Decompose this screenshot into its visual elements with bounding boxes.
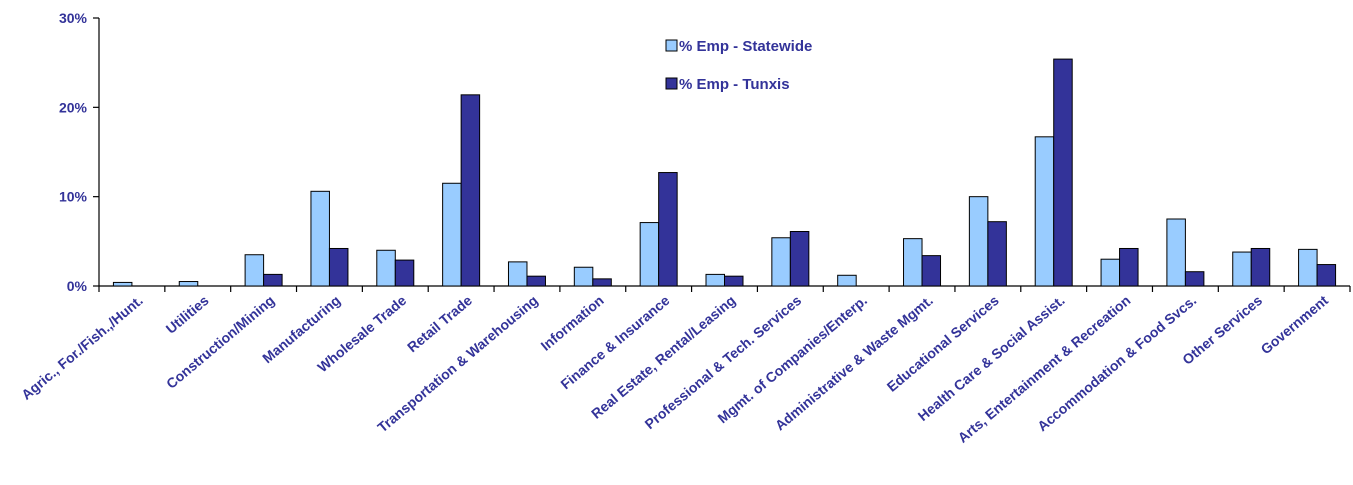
bar-statewide	[1166, 218, 1186, 287]
bar-statewide	[442, 182, 462, 287]
bar-tunxis	[987, 221, 1007, 287]
category-labels: Agric., For./Fish.,/Hunt. UtilitiesConstr…	[18, 292, 1331, 446]
bar-statewide	[310, 190, 330, 287]
legend-swatch	[665, 39, 678, 52]
bar-tunxis	[789, 231, 810, 287]
chart-axes: 0% 10% 20% 30%	[59, 10, 1351, 294]
legend-label: % Emp - Statewide	[679, 38, 812, 55]
bar-tunxis	[921, 255, 942, 287]
bar-tunxis	[328, 247, 349, 287]
bar-statewide	[507, 261, 528, 287]
bar-statewide	[639, 222, 660, 287]
bar-statewide	[903, 238, 923, 287]
bar-statewide	[112, 281, 133, 287]
bar-tunxis	[658, 172, 678, 287]
y-tick-label: 30%	[59, 10, 88, 26]
category-label: Utilities	[163, 292, 212, 337]
bar-tunxis	[526, 275, 546, 287]
y-tick-label: 10%	[59, 189, 88, 205]
legend: % Emp - Statewide % Emp - Tunxis	[665, 38, 812, 93]
bar-tunxis	[724, 275, 744, 287]
category-label: Retail Trade	[404, 292, 475, 355]
category-label: Finance & Insurance	[557, 292, 672, 392]
legend-label: % Emp - Tunxis	[679, 76, 790, 93]
bar-statewide	[1100, 258, 1121, 287]
bar-tunxis	[263, 273, 283, 287]
bar-tunxis	[460, 94, 481, 287]
bar-statewide	[705, 273, 725, 287]
bar-statewide	[244, 254, 265, 287]
bar-tunxis	[1184, 271, 1205, 287]
category-label: Government	[1258, 292, 1332, 357]
bar-statewide	[376, 249, 396, 287]
chart-bars	[112, 58, 1337, 287]
category-label: Agric., For./Fish.,/Hunt.	[18, 292, 146, 403]
bar-tunxis	[1316, 264, 1337, 287]
bar-tunxis	[1250, 247, 1271, 287]
bar-statewide	[1034, 136, 1055, 287]
bar-statewide	[573, 266, 594, 287]
category-label: Educational Services	[884, 292, 1002, 395]
bar-statewide	[968, 196, 989, 287]
legend-swatch	[665, 77, 678, 90]
bar-statewide	[771, 237, 791, 287]
category-label: Information	[537, 292, 606, 354]
y-tick-label: 0%	[67, 278, 88, 294]
bar-tunxis	[1119, 247, 1139, 287]
bar-statewide	[178, 281, 199, 287]
category-label: Construction/Mining	[163, 292, 278, 392]
y-tick-label: 20%	[59, 99, 88, 115]
bar-tunxis	[592, 278, 612, 287]
bar-statewide	[837, 274, 857, 287]
bar-statewide	[1298, 248, 1318, 287]
bar-tunxis	[1053, 58, 1073, 287]
bar-tunxis	[394, 259, 415, 287]
bar-statewide	[1232, 251, 1252, 287]
